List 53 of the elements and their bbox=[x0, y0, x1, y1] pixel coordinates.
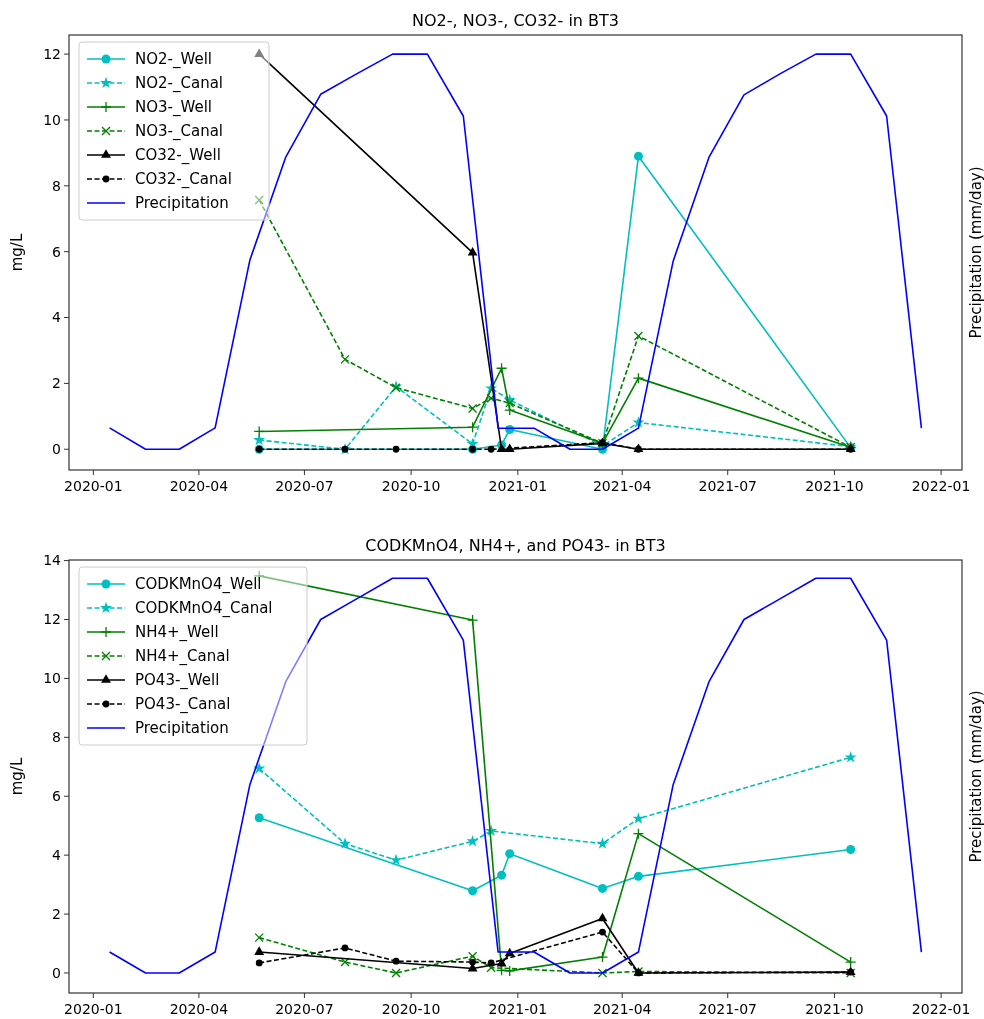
x-tick-label: 2022-01 bbox=[911, 1001, 971, 1017]
legend-label: NO3-_Well bbox=[135, 98, 212, 118]
chart-title: NO2-, NO3-, CO32- in BT3 bbox=[412, 11, 619, 30]
legend-label: PO43-_Canal bbox=[135, 695, 231, 715]
y-axis-title: mg/L bbox=[8, 757, 26, 796]
y2-axis-title: Precipitation (mm/day) bbox=[967, 690, 984, 863]
legend-label: CO32-_Canal bbox=[135, 170, 232, 190]
x-tick-label: 2020-04 bbox=[169, 478, 229, 494]
x-tick-label: 2021-04 bbox=[592, 478, 652, 494]
y-tick-label: 12 bbox=[43, 46, 61, 62]
y-tick-label: 10 bbox=[43, 111, 61, 128]
legend-label: NH4+_Well bbox=[135, 623, 219, 643]
x-tick-label: 2020-07 bbox=[275, 478, 334, 494]
y-tick-label: 0 bbox=[52, 964, 61, 981]
legend-label: Precipitation bbox=[135, 719, 229, 738]
legend-label: Precipitation bbox=[135, 194, 229, 213]
x-tick-label: 2021-10 bbox=[805, 478, 864, 494]
x-tick-label: 2020-10 bbox=[381, 478, 441, 494]
x-tick-label: 2020-10 bbox=[381, 1001, 441, 1017]
legend-label: NO2-_Canal bbox=[135, 74, 224, 94]
legend-label: NH4+_Canal bbox=[135, 647, 230, 667]
x-tick-label: 2021-04 bbox=[592, 1001, 652, 1017]
x-tick-label: 2021-01 bbox=[488, 1001, 548, 1017]
y-tick-label: 14 bbox=[43, 552, 62, 569]
legend-label: CODKMnO4_Canal bbox=[135, 599, 273, 619]
x-tick-label: 2020-04 bbox=[169, 1001, 229, 1017]
y-tick-label: 4 bbox=[52, 309, 62, 326]
legend-label: CODKMnO4_Well bbox=[135, 575, 262, 595]
x-tick-label: 2021-07 bbox=[698, 1001, 757, 1017]
y2-axis-title: Precipitation (mm/day) bbox=[967, 166, 984, 339]
y-tick-label: 10 bbox=[43, 670, 61, 687]
y-tick-label: 2 bbox=[52, 375, 61, 392]
y-tick-label: 6 bbox=[52, 788, 62, 805]
y-tick-label: 12 bbox=[43, 611, 61, 628]
y-tick-label: 6 bbox=[52, 243, 62, 260]
x-tick-label: 2021-01 bbox=[488, 478, 548, 494]
x-tick-label: 2020-07 bbox=[275, 1001, 334, 1017]
x-tick-label: 2021-07 bbox=[698, 478, 757, 494]
legend-label: NO2-_Well bbox=[135, 50, 212, 70]
chart-title: CODKMnO4, NH4+, and PO43- in BT3 bbox=[365, 536, 666, 555]
y-tick-label: 8 bbox=[52, 729, 61, 746]
legend-label: NO3-_Canal bbox=[135, 122, 224, 142]
legend-label: CO32-_Well bbox=[135, 146, 221, 166]
y-tick-label: 2 bbox=[52, 905, 61, 922]
y-tick-label: 8 bbox=[52, 177, 61, 194]
y-tick-label: 0 bbox=[52, 441, 61, 458]
legend-label: PO43-_Well bbox=[135, 671, 220, 691]
x-tick-label: 2022-01 bbox=[911, 478, 971, 494]
x-tick-label: 2020-01 bbox=[64, 1001, 123, 1017]
x-tick-label: 2021-10 bbox=[805, 1001, 864, 1017]
y-axis-title: mg/L bbox=[8, 233, 26, 272]
x-tick-label: 2020-01 bbox=[64, 478, 123, 494]
y-tick-label: 4 bbox=[52, 847, 62, 864]
